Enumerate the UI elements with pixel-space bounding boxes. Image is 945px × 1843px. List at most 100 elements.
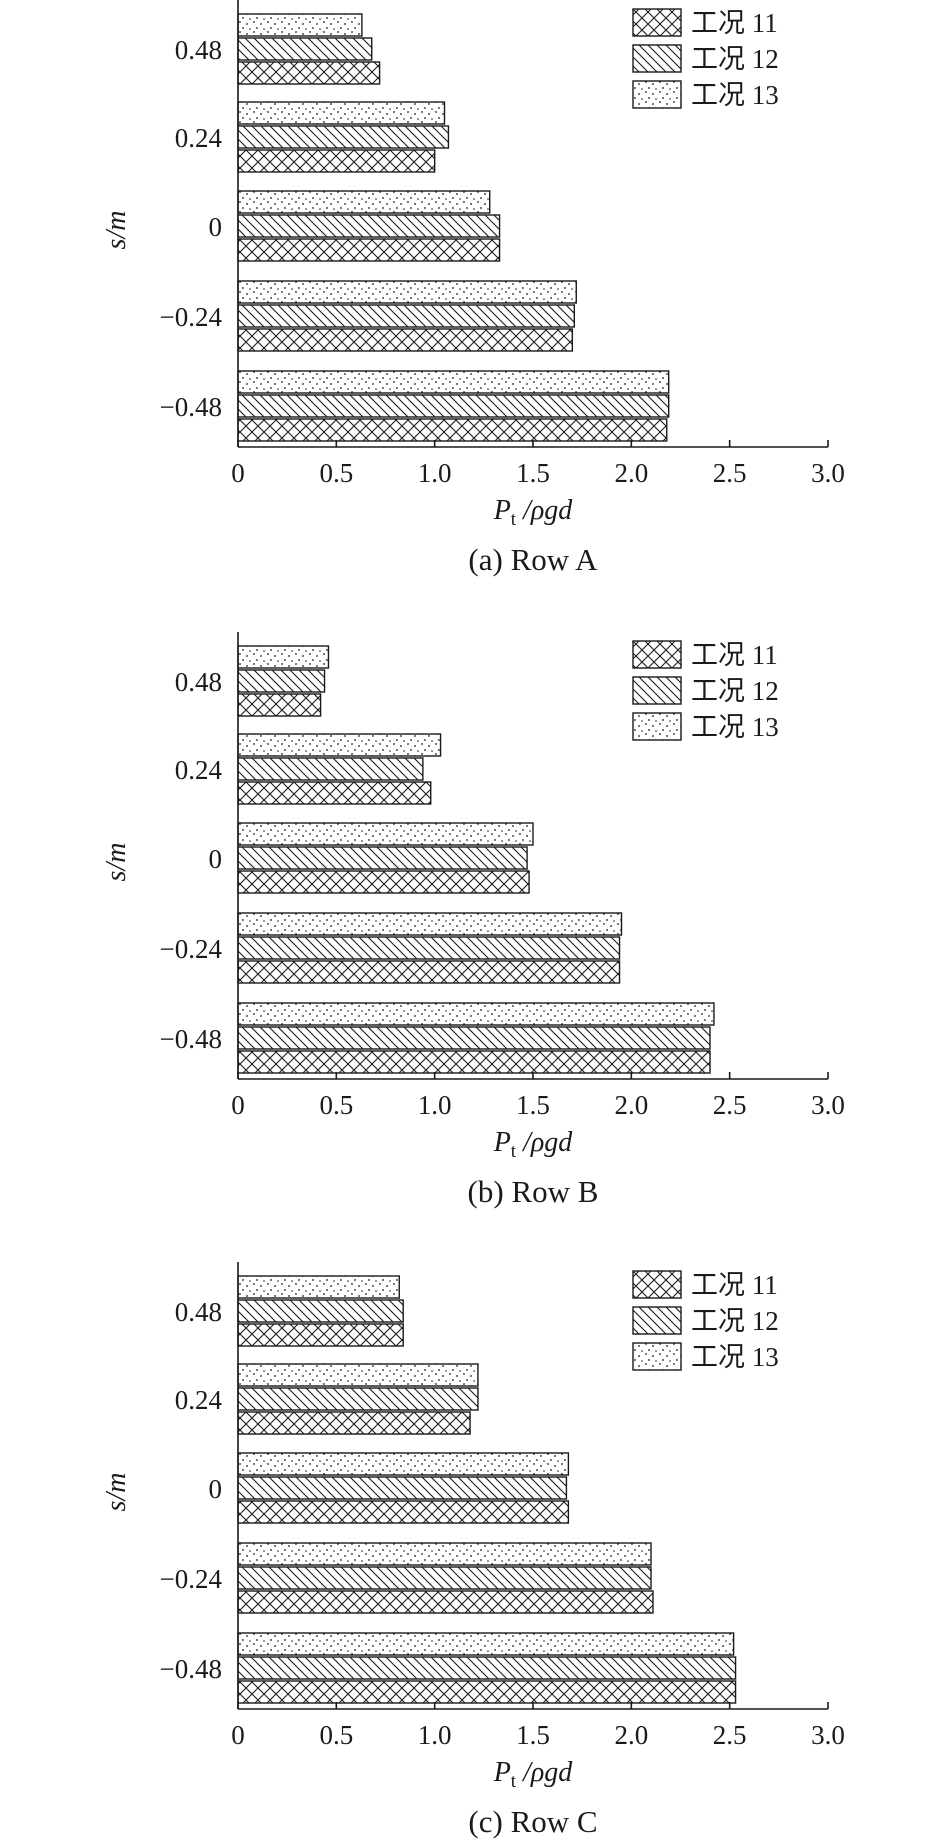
x-tick-label: 3.0 bbox=[811, 1090, 845, 1120]
x-axis-title: Pt /ρgd bbox=[493, 1127, 574, 1162]
bar-5-series-1 bbox=[237, 1050, 711, 1074]
bar-1-series-3 bbox=[237, 1275, 400, 1299]
bar-2-series-3 bbox=[237, 1363, 479, 1387]
x-tick-label: 1.0 bbox=[418, 1090, 452, 1120]
bar-3-series-1 bbox=[237, 238, 501, 262]
bar-2-series-1 bbox=[237, 781, 432, 805]
y-tick-label: 0.24 bbox=[175, 123, 223, 153]
legend-swatch-1 bbox=[632, 640, 682, 669]
x-tick-label: 0.5 bbox=[319, 1720, 353, 1750]
bar-5-series-1 bbox=[237, 418, 668, 442]
panel-caption: (b) Row B bbox=[468, 1174, 599, 1209]
bar-5-series-2 bbox=[237, 1656, 737, 1680]
bar-4-series-2 bbox=[237, 936, 621, 960]
x-tick-label: 2.5 bbox=[713, 1090, 747, 1120]
bar-2-series-1 bbox=[237, 149, 436, 173]
bar-1-series-3 bbox=[237, 645, 330, 669]
legend-label-1: 工况 11 bbox=[691, 8, 778, 38]
bar-1-series-2 bbox=[237, 1299, 404, 1323]
x-tick-label: 2.0 bbox=[614, 458, 648, 488]
x-tick-label: 1.0 bbox=[418, 1720, 452, 1750]
bar-5-series-3 bbox=[237, 1632, 735, 1656]
legend-swatch-2 bbox=[632, 44, 682, 73]
x-tick-label: 0.5 bbox=[319, 458, 353, 488]
panel-caption: (a) Row A bbox=[468, 542, 598, 577]
x-tick-label: 2.0 bbox=[614, 1090, 648, 1120]
bar-3-series-1 bbox=[237, 870, 530, 894]
bar-2-series-3 bbox=[237, 101, 446, 125]
bar-4-series-2 bbox=[237, 304, 575, 328]
legend-label-1: 工况 11 bbox=[691, 640, 778, 670]
x-tick-label: 3.0 bbox=[811, 458, 845, 488]
bar-4-series-1 bbox=[237, 960, 621, 984]
x-tick-label: 1.0 bbox=[418, 458, 452, 488]
y-tick-label: 0 bbox=[209, 212, 223, 242]
y-tick-label: 0 bbox=[209, 1474, 223, 1504]
bar-3-series-3 bbox=[237, 1452, 570, 1476]
bar-2-series-1 bbox=[237, 1411, 471, 1435]
y-tick-label: −0.24 bbox=[160, 934, 223, 964]
x-axis-title-rest: /ρgd bbox=[516, 1757, 573, 1788]
legend-swatch-2 bbox=[632, 1306, 682, 1335]
x-axis-title-subscript: t bbox=[511, 1771, 517, 1792]
bar-2-series-3 bbox=[237, 733, 442, 757]
x-axis-title-main: P bbox=[493, 1127, 511, 1158]
x-tick-label: 0 bbox=[231, 1090, 245, 1120]
x-tick-label: 2.0 bbox=[614, 1720, 648, 1750]
legend-swatch-3 bbox=[632, 712, 682, 741]
y-tick-label: −0.24 bbox=[160, 1564, 223, 1594]
x-axis-title: Pt /ρgd bbox=[493, 495, 574, 530]
bar-5-series-3 bbox=[237, 370, 670, 394]
bar-4-series-3 bbox=[237, 280, 577, 304]
y-tick-label: 0.24 bbox=[175, 755, 223, 785]
x-tick-label: 2.5 bbox=[713, 1720, 747, 1750]
x-tick-label: 0 bbox=[231, 458, 245, 488]
legend-swatch-3 bbox=[632, 80, 682, 109]
bar-5-series-3 bbox=[237, 1002, 715, 1026]
panel-caption: (c) Row C bbox=[468, 1804, 597, 1839]
y-tick-label: −0.48 bbox=[160, 1024, 222, 1054]
bar-3-series-1 bbox=[237, 1500, 570, 1524]
x-axis-title-subscript: t bbox=[511, 509, 517, 530]
legend-swatch-2 bbox=[632, 676, 682, 705]
bar-1-series-1 bbox=[237, 693, 322, 717]
y-tick-label: 0.48 bbox=[175, 667, 222, 697]
y-axis-title: s/m bbox=[101, 211, 132, 250]
y-tick-label: 0 bbox=[209, 844, 223, 874]
bar-5-series-2 bbox=[237, 394, 670, 418]
legend-label-2: 工况 12 bbox=[691, 676, 779, 706]
bar-4-series-3 bbox=[237, 912, 623, 936]
bar-4-series-1 bbox=[237, 1590, 654, 1614]
y-tick-label: 0.48 bbox=[175, 1297, 222, 1327]
bar-1-series-2 bbox=[237, 37, 373, 61]
bar-2-series-2 bbox=[237, 757, 424, 781]
bar-3-series-3 bbox=[237, 822, 534, 846]
y-tick-label: −0.24 bbox=[160, 302, 223, 332]
bar-3-series-2 bbox=[237, 846, 528, 870]
legend-label-3: 工况 13 bbox=[691, 80, 779, 110]
bar-1-series-3 bbox=[237, 13, 363, 37]
bar-4-series-2 bbox=[237, 1566, 652, 1590]
x-axis-title: Pt /ρgd bbox=[493, 1757, 574, 1792]
legend-label-3: 工况 13 bbox=[691, 1342, 779, 1372]
y-tick-label: −0.48 bbox=[160, 392, 222, 422]
legend-label-1: 工况 11 bbox=[691, 1270, 778, 1300]
x-axis-title-rest: /ρgd bbox=[516, 1127, 573, 1158]
chart-panel-3: 0.48 0.24 0 −0.24 −0.48 0 0.5 1.0 1.5 2.0 2.5 3.0 Pt… bbox=[101, 1262, 845, 1839]
legend-label-2: 工况 12 bbox=[691, 44, 779, 74]
x-axis-title-main: P bbox=[493, 1757, 511, 1788]
y-tick-label: −0.48 bbox=[160, 1654, 222, 1684]
x-tick-label: 0 bbox=[231, 1720, 245, 1750]
x-tick-label: 1.5 bbox=[516, 1090, 550, 1120]
bar-3-series-2 bbox=[237, 214, 501, 238]
bar-4-series-3 bbox=[237, 1542, 652, 1566]
bar-5-series-1 bbox=[237, 1680, 737, 1704]
bar-1-series-1 bbox=[237, 1323, 404, 1347]
chart-panel-2: 0.48 0.24 0 −0.24 −0.48 0 0.5 1.0 1.5 2.0 2.5 3.0 Pt… bbox=[101, 632, 845, 1209]
bar-5-series-2 bbox=[237, 1026, 711, 1050]
bar-1-series-2 bbox=[237, 669, 326, 693]
bar-2-series-2 bbox=[237, 1387, 479, 1411]
legend-swatch-1 bbox=[632, 1270, 682, 1299]
legend-label-3: 工况 13 bbox=[691, 712, 779, 742]
